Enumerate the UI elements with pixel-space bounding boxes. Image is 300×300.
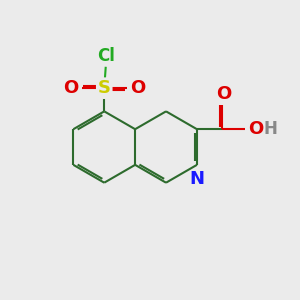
Text: N: N [189,170,204,188]
Text: S: S [98,79,111,97]
Text: O: O [63,79,78,97]
Text: H: H [263,120,277,138]
Text: O: O [130,79,146,97]
Text: Cl: Cl [97,47,115,65]
Text: O: O [248,120,263,138]
Text: O: O [216,85,231,103]
